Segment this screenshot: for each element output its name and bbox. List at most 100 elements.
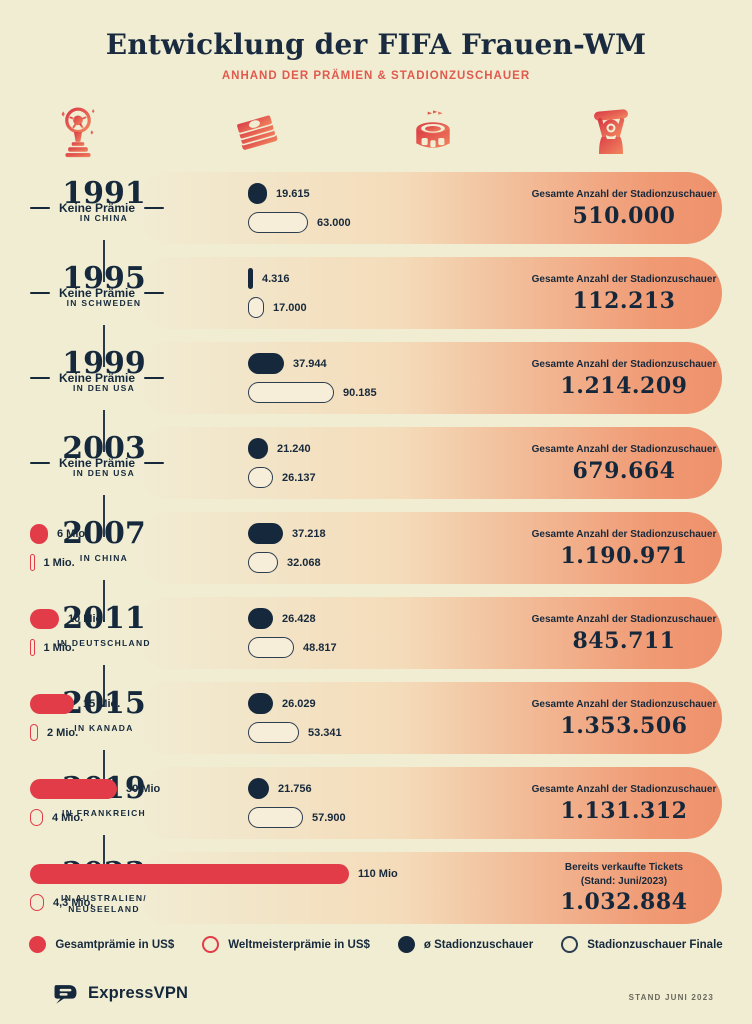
shape-row: 4.316 [248,268,448,289]
total-caption: Gesamte Anzahl der Stadionzuschauer [531,784,717,796]
money-icon [233,112,281,159]
prize-column: Keine Prämie [30,427,225,499]
final-attendance-bar [248,212,308,233]
total-prize-value: 6 Mio. [57,527,89,540]
winner-prize-value: 1 Mio. [43,556,75,569]
shape-row: 26.428 [248,608,448,629]
shape-row: 4,3 Mio. [30,892,450,913]
final-attendance-value: 26.137 [282,471,316,484]
avg-attendance-value: 26.029 [282,697,316,710]
no-prize-label: Keine Prämie [59,201,136,215]
total-attendance-value: 1.032.884 [560,889,688,916]
year-location: IN DEN USA [72,467,136,478]
avg-attendance-value: 26.428 [282,612,316,625]
attendance-column: 26.029 53.341 [248,682,448,754]
winner-prize-bar [30,724,38,741]
page-subtitle: ANHAND DER PRÄMIEN & STADIONZUSCHAUER [221,70,531,82]
total-attendance-value: 1.190.971 [560,542,688,569]
year-row: 1991 IN CHINA Keine Prämie 19.615 63.000 Gesa… [0,172,752,282]
year-location: IN CHINA [79,552,129,563]
row-band [135,512,722,584]
timeline-connector [103,580,105,622]
final-attendance-swatch-icon [561,936,579,953]
shape-row: 37.218 [248,523,448,544]
winner-prize-swatch-icon [202,936,220,953]
final-attendance-bar [248,382,334,403]
timeline-connector [103,750,105,792]
total-column: Gesamte Anzahl der Stadionzuschauer 510.0… [512,172,736,244]
dash-line [30,377,50,379]
dash-line [30,207,50,209]
shape-row: 4 Mio. [30,807,225,828]
avg-attendance-value: 19.615 [276,187,310,200]
year-row: 2007 IN CHINA 6 Mio. 1 Mio. 37.218 32.068 Gesa… [0,512,752,622]
dash-line [144,377,165,379]
shape-row: 110 Mio [30,863,450,884]
legend-item: ø Stadionzuschauer [397,936,533,953]
dash-line [144,207,165,209]
shape-row: 1 Mio. [30,637,225,658]
final-attendance-value: 63.000 [317,216,351,229]
attendance-column: 26.428 48.817 [248,597,448,669]
shape-row: 37.944 [248,353,448,374]
total-caption: Gesamte Anzahl der Stadionzuschauer [531,529,717,541]
shape-row: 48.817 [248,637,448,658]
total-prize-bar [30,863,349,884]
total-attendance-value: 845.711 [572,627,676,654]
winner-prize-bar [30,639,35,656]
no-prize-note: Keine Prämie [30,257,225,329]
legend: Gesamtprämie in US$ Weltmeisterprämie in… [0,936,752,953]
shape-row: 30 Mio [30,778,225,799]
year-location: IN CHINA [79,212,129,223]
year-column: 2007 IN CHINA [28,518,180,564]
total-attendance-value: 112.213 [572,287,676,314]
total-column: Gesamte Anzahl der Stadionzuschauer 1.131… [512,767,736,839]
year-location: IN FRANKREICH [62,807,146,818]
year-label: 2007 [62,516,146,551]
shape-row: 1 Mio. [30,552,225,573]
year-column: 2011 IN DEUTSCHLAND [28,603,180,649]
year-label: 1999 [62,346,146,381]
row-band [135,172,722,244]
prize-column: 15 Mio. 2 Mio. [30,682,225,754]
total-attendance-value: 1.353.506 [560,712,688,739]
legend-item: Gesamtprämie in US$ [29,936,174,953]
attendance-column: 21.756 57.900 [248,767,448,839]
legend-item: Stadionzuschauer Finale [561,936,723,953]
dash-line [30,462,50,464]
prize-column: 30 Mio 4 Mio. [30,767,225,839]
final-attendance-bar [248,297,264,318]
winner-prize-value: 2 Mio. [47,726,79,739]
year-location: IN SCHWEDEN [66,297,142,308]
year-location: IN KANADA [74,722,134,733]
timeline-connector [103,240,105,282]
no-prize-note: Keine Prämie [30,342,225,414]
brand-logo: ExpressVPN [52,980,188,1007]
row-band [135,597,722,669]
total-attendance-value: 1.214.209 [560,372,688,399]
total-caption: Bereits verkaufte Tickets [564,862,684,874]
total-caption: Gesamte Anzahl der Stadionzuschauer [531,274,717,286]
total-attendance-value: 1.131.312 [560,797,688,824]
shape-row: 90.185 [248,382,448,403]
final-attendance-value: 57.900 [312,811,346,824]
prize-column: Keine Prämie [30,172,225,244]
no-prize-label: Keine Prämie [59,286,136,300]
shape-row: 6 Mio. [30,523,225,544]
avg-attendance-value: 21.756 [278,782,312,795]
no-prize-note: Keine Prämie [30,172,225,244]
final-attendance-value: 90.185 [343,386,377,399]
total-prize-bar [30,778,117,799]
timeline-connector [103,410,105,452]
year-location-line2: NEUSEELAND [68,903,140,914]
timeline-connector [103,325,105,367]
total-column: Gesamte Anzahl der Stadionzuschauer 1.214… [512,342,736,414]
winner-prize-bar [30,809,43,826]
shape-row: 32.068 [248,552,448,573]
total-attendance-value: 510.000 [572,202,676,229]
row-band [135,342,722,414]
avg-attendance-value: 37.944 [293,357,327,370]
row-band [135,767,722,839]
